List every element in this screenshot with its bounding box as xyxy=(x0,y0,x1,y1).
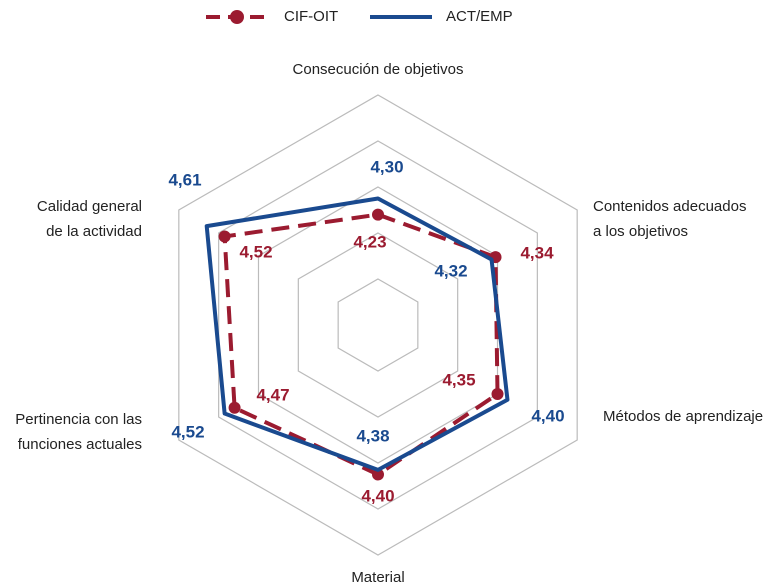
category-label: a los objetivos xyxy=(593,223,688,240)
category-label: Contenidos adecuados xyxy=(593,198,746,215)
category-label: Material xyxy=(351,569,404,586)
category-label: Calidad general xyxy=(37,198,142,215)
category-label: Consecución de objetivos xyxy=(293,61,464,78)
value-label: 4,38 xyxy=(356,426,389,445)
value-label: 4,61 xyxy=(168,170,201,189)
marker xyxy=(218,230,231,243)
value-label: 4,32 xyxy=(434,261,467,280)
marker xyxy=(491,388,504,400)
legend-marker xyxy=(230,10,244,24)
marker xyxy=(228,401,241,414)
category-label: Pertinencia con las xyxy=(15,411,142,428)
grid-ring xyxy=(218,140,538,510)
category-label: funciones actuales xyxy=(18,436,142,453)
grid-ring xyxy=(337,278,419,372)
value-label: 4,40 xyxy=(531,406,564,425)
value-label: 4,34 xyxy=(520,243,554,262)
value-label: 4,47 xyxy=(256,385,289,404)
grid-ring xyxy=(257,186,499,464)
legend-label: CIF-OIT xyxy=(284,8,338,25)
marker xyxy=(372,208,384,221)
value-label: 4,30 xyxy=(370,157,403,176)
category-label: de la actividad xyxy=(46,223,142,240)
grid-ring xyxy=(297,232,459,418)
series-line xyxy=(204,196,510,472)
grid-ring xyxy=(178,94,578,556)
value-label: 4,52 xyxy=(239,242,272,261)
value-label: 4,35 xyxy=(442,370,475,389)
category-label: Métodos de aprendizaje xyxy=(603,408,763,425)
value-label: 4,52 xyxy=(171,422,204,441)
legend-label: ACT/EMP xyxy=(446,8,513,25)
value-label: 4,40 xyxy=(361,486,394,505)
value-label: 4,23 xyxy=(353,232,386,251)
marker xyxy=(372,468,384,481)
